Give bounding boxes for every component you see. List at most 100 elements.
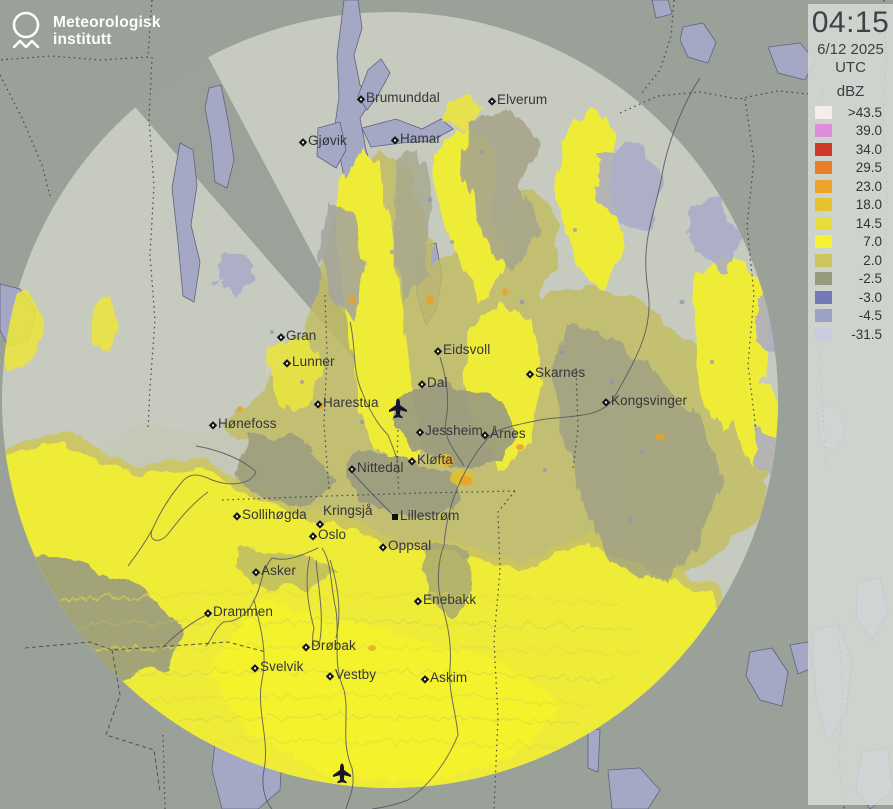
legend-entry: 2.0 — [808, 251, 893, 270]
clock-time: 04:15 — [811, 6, 890, 39]
legend-swatch-icon — [815, 290, 832, 304]
legend-label: -2.5 — [858, 271, 882, 287]
place-label: Brumunddal — [366, 90, 440, 105]
legend-entry: 14.5 — [808, 214, 893, 233]
place-marker-icon — [204, 609, 212, 617]
place-marker-icon — [348, 465, 356, 473]
place-label: Vestby — [335, 667, 377, 682]
legend-swatch-icon — [815, 198, 832, 212]
place-marker-icon — [488, 97, 496, 105]
legend-entries: >43.5 39.0 34.0 29.5 23.0 18.0 14.5 7.0 2.0 -2.5 -… — [808, 103, 893, 344]
place-label: Årnes — [490, 426, 526, 441]
place-marker-icon — [434, 347, 442, 355]
place-label: Askim — [430, 670, 468, 685]
legend-swatch-icon — [815, 105, 832, 119]
place-marker-icon — [309, 532, 317, 540]
place-marker-icon — [421, 675, 429, 683]
legend-label: 39.0 — [855, 123, 882, 139]
place-label: Elverum — [497, 92, 548, 107]
place-label: Asker — [261, 563, 297, 578]
clock-timezone: UTC — [835, 59, 866, 76]
legend-unit: dBZ — [836, 83, 865, 100]
border-dashed-layer — [24, 641, 267, 793]
echo-layer — [2, 92, 778, 788]
legend-label: 29.5 — [855, 160, 882, 176]
legend-entry: 39.0 — [808, 122, 893, 141]
legend-swatch-icon — [815, 161, 832, 175]
place-marker-icon — [283, 359, 291, 367]
legend-entry: -4.5 — [808, 307, 893, 326]
coastline-layer — [127, 77, 701, 809]
place-marker-icon — [391, 136, 399, 144]
place-label: Harestua — [323, 395, 379, 410]
place-marker-icon — [602, 398, 610, 406]
place-marker-icon — [252, 568, 260, 576]
clock-date: 6/12 2025 — [817, 41, 884, 58]
legend-label: -3.0 — [858, 289, 882, 305]
legend-entry: -3.0 — [808, 288, 893, 307]
met-logo: Meteorologisk institutt — [10, 9, 161, 55]
place-label: Lunner — [292, 354, 335, 369]
place-label: Gran — [286, 328, 317, 343]
place-marker-icon — [299, 138, 307, 146]
legend-label: 23.0 — [855, 178, 882, 194]
legend-swatch-icon — [815, 327, 832, 341]
place-marker-icon — [418, 380, 426, 388]
info-panel: 04:15 6/12 2025 UTC dBZ >43.5 39.0 34.0 29.… — [808, 4, 893, 805]
airport-icon — [387, 397, 409, 419]
place-marker-icon — [251, 664, 259, 672]
legend-entry: 23.0 — [808, 177, 893, 196]
place-marker-icon — [277, 333, 285, 341]
place-label: Lillestrøm — [400, 508, 460, 523]
legend-swatch-icon — [815, 253, 832, 267]
place-label: Svelvik — [260, 659, 304, 674]
place-label: Skarnes — [535, 365, 586, 380]
blue-speckles — [270, 150, 714, 522]
legend-entry: -2.5 — [808, 270, 893, 289]
met-logo-icon — [12, 11, 40, 49]
place-label: Hønefoss — [218, 416, 277, 431]
legend-entry: 18.0 — [808, 196, 893, 215]
place-label: Dal — [427, 375, 448, 390]
place-label: Hamar — [400, 131, 442, 146]
place-marker-icon — [408, 457, 416, 465]
place-label: Eidsvoll — [443, 342, 491, 357]
echo-texture — [59, 592, 641, 749]
place-marker-icon — [416, 428, 424, 436]
legend-label: 14.5 — [855, 215, 882, 231]
legend-entry: -31.5 — [808, 325, 893, 344]
legend-swatch-icon — [815, 179, 832, 193]
legend-swatch-icon — [815, 235, 832, 249]
legend-swatch-icon — [815, 272, 832, 286]
logo-line2: institutt — [53, 31, 112, 48]
place-label: Sollihøgda — [242, 507, 307, 522]
place-label: Oppsal — [388, 538, 432, 553]
place-marker-icon — [314, 400, 322, 408]
legend-entry: 29.5 — [808, 159, 893, 178]
legend-label: -31.5 — [851, 326, 882, 342]
legend-entry: 34.0 — [808, 140, 893, 159]
legend-label: 7.0 — [863, 234, 882, 250]
place-marker-icon — [326, 672, 334, 680]
logo-line1: Meteorologisk — [53, 14, 161, 31]
legend-swatch-icon — [815, 309, 832, 323]
place-marker-icon — [302, 643, 310, 651]
place-marker-icon — [379, 543, 387, 551]
place-label: Nittedal — [357, 460, 404, 475]
place-marker-icon — [392, 514, 398, 520]
legend-label: 18.0 — [855, 197, 882, 213]
place-label: Drøbak — [311, 638, 356, 653]
place-marker-icon — [526, 370, 534, 378]
place-marker-icon — [414, 597, 422, 605]
legend-label: >43.5 — [847, 104, 882, 120]
legend-entry: >43.5 — [808, 103, 893, 122]
place-label: Jessheim — [425, 423, 483, 438]
legend-label: -4.5 — [858, 308, 882, 324]
place-label: Gjøvik — [308, 133, 347, 148]
place-marker-icon — [209, 421, 217, 429]
place-label: Drammen — [213, 604, 273, 619]
legend-entry: 7.0 — [808, 233, 893, 252]
legend-label: 2.0 — [863, 252, 882, 268]
